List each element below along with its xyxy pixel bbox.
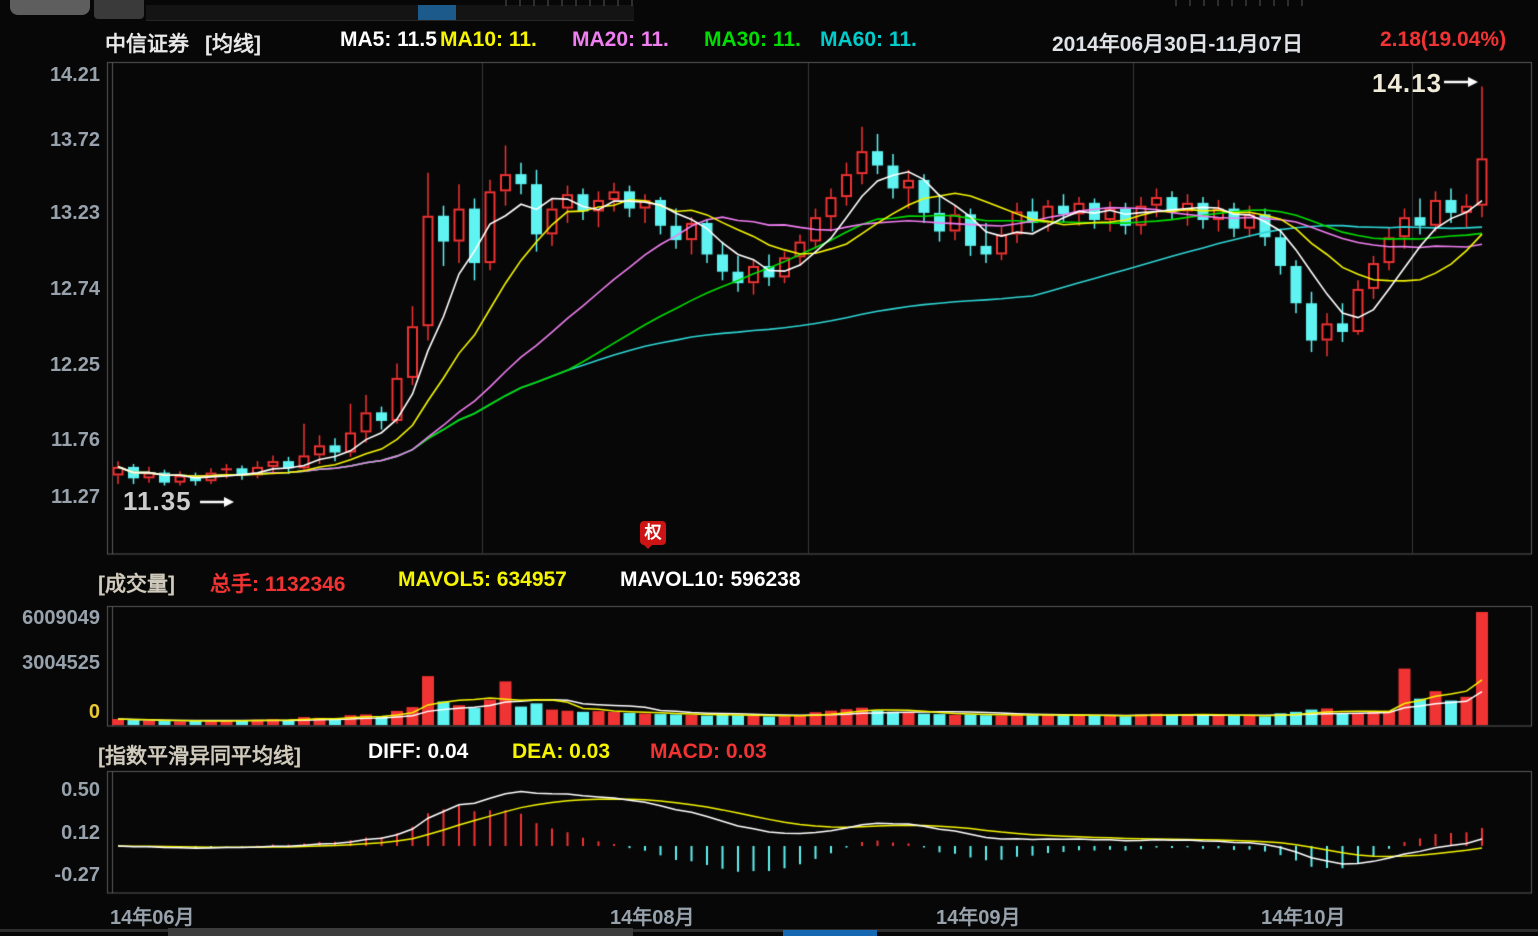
diff-value: DIFF: 0.04 — [368, 740, 469, 763]
ma30-value: MA30: 11. — [704, 28, 801, 51]
bottom-scrollbar-thumb[interactable] — [783, 930, 877, 936]
ma60-value: MA60: 11. — [820, 28, 917, 51]
high-annotation: 14.13 — [1372, 68, 1443, 98]
period-change: 2.18(19.04%) — [1380, 28, 1507, 51]
price-tick-0: 14.21 — [49, 64, 100, 86]
macd-value: MACD: 0.03 — [650, 740, 767, 763]
mavol10-value: MAVOL10: 596238 — [620, 568, 801, 591]
toolbar-pill-button[interactable] — [10, 0, 90, 15]
volume-tick-0: 6009049 — [22, 607, 100, 629]
price-tick-3: 12.74 — [49, 278, 100, 300]
month-label-jun: 14年06月 — [110, 907, 195, 929]
price-tick-1: 13.72 — [49, 129, 100, 151]
toolbar-track — [146, 5, 634, 21]
bottom-divider — [0, 929, 1538, 932]
indicator-mode-label[interactable]: [均线] — [205, 33, 261, 56]
toolbar-tickmarks-left — [505, 0, 635, 6]
volume-panel-title[interactable]: [成交量] — [98, 573, 175, 596]
macd-tick-2: -0.27 — [54, 864, 100, 886]
dea-value: DEA: 0.03 — [512, 740, 611, 763]
price-tick-6: 11.27 — [51, 486, 100, 508]
date-range: 2014年06月30日-11月07日 — [1052, 33, 1303, 56]
ma5-value: MA5: 11.5 — [340, 28, 437, 51]
volume-total: 总手: 1132346 — [210, 573, 346, 596]
month-label-sep: 14年09月 — [936, 907, 1021, 929]
volume-tick-1: 3004525 — [22, 652, 100, 674]
stock-title: 中信证券 — [105, 33, 189, 56]
mavol5-value: MAVOL5: 634957 — [398, 568, 567, 591]
ma20-value: MA20: 11. — [572, 28, 669, 51]
toolbar-active-segment[interactable] — [418, 5, 456, 20]
volume-tick-2: 0 — [88, 701, 100, 723]
macd-tick-1: 0.12 — [61, 822, 100, 844]
macd-tick-0: 0.50 — [61, 779, 100, 801]
rights-adjustment-badge[interactable]: 权 — [640, 521, 666, 549]
month-label-aug: 14年08月 — [610, 907, 695, 929]
price-tick-2: 13.23 — [49, 202, 100, 224]
toolbar-tickmarks-right — [1175, 0, 1305, 6]
price-tick-4: 12.25 — [49, 354, 100, 376]
ma10-value: MA10: 11. — [440, 28, 537, 51]
month-label-oct: 14年10月 — [1261, 907, 1346, 929]
bottom-scrollbar-track[interactable] — [168, 928, 633, 936]
toolbar-tab[interactable] — [94, 0, 144, 19]
price-tick-5: 11.76 — [51, 429, 100, 451]
macd-panel-title[interactable]: [指数平滑异同平均线] — [98, 745, 301, 768]
